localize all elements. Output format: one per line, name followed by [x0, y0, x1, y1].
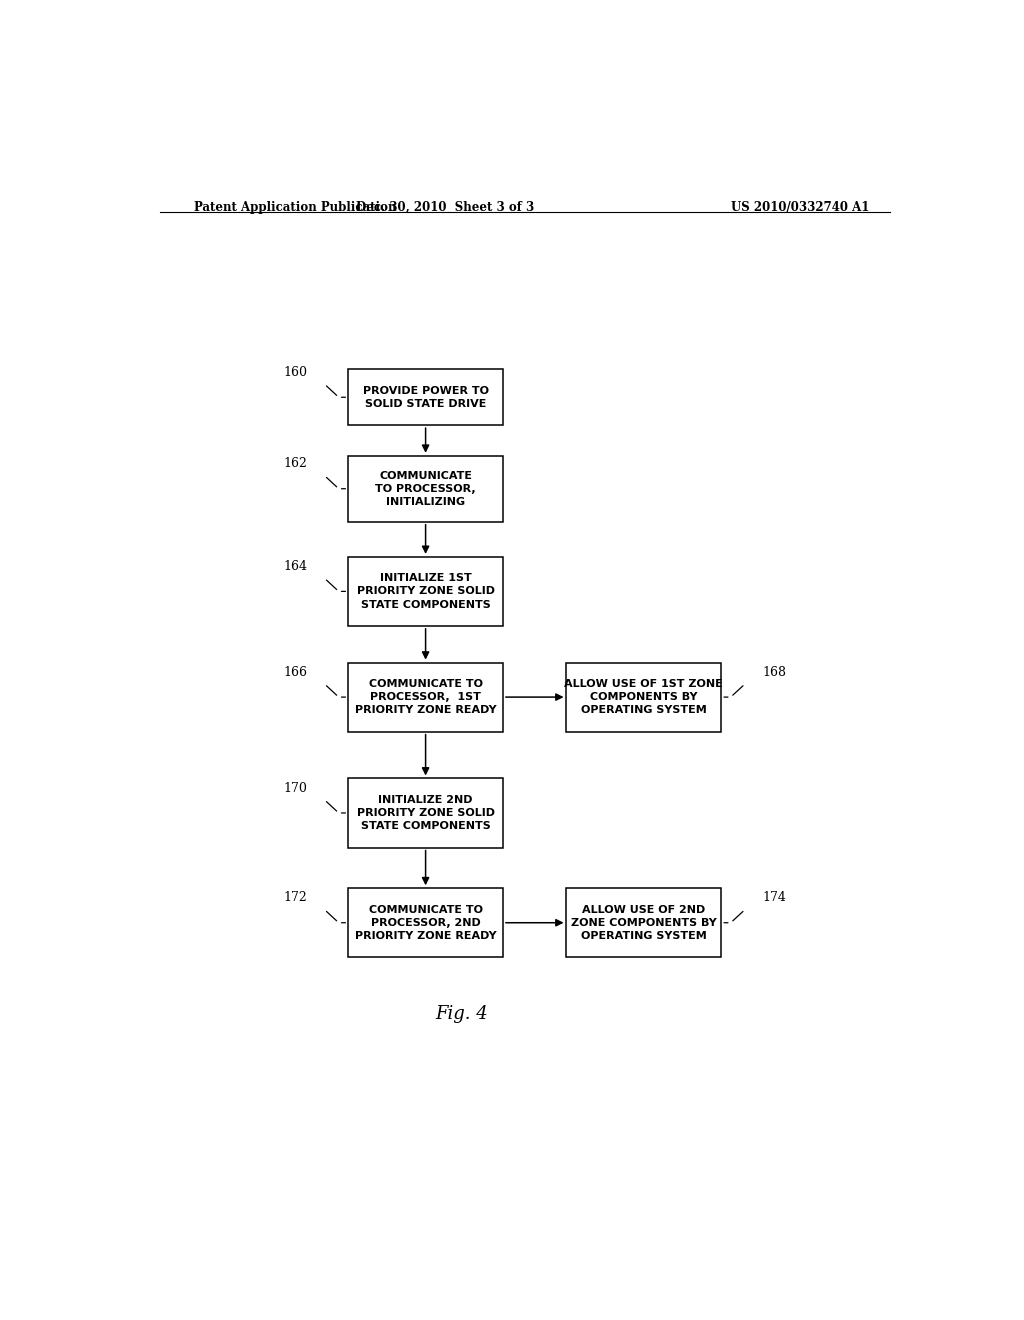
Text: PROVIDE POWER TO
SOLID STATE DRIVE: PROVIDE POWER TO SOLID STATE DRIVE	[362, 385, 488, 409]
Text: Dec. 30, 2010  Sheet 3 of 3: Dec. 30, 2010 Sheet 3 of 3	[356, 201, 535, 214]
Text: 168: 168	[763, 665, 786, 678]
Text: 172: 172	[284, 891, 307, 904]
Bar	[348, 370, 503, 425]
Text: INITIALIZE 1ST
PRIORITY ZONE SOLID
STATE COMPONENTS: INITIALIZE 1ST PRIORITY ZONE SOLID STATE…	[356, 573, 495, 610]
Text: 162: 162	[283, 458, 307, 470]
Text: COMMUNICATE TO
PROCESSOR,  1ST
PRIORITY ZONE READY: COMMUNICATE TO PROCESSOR, 1ST PRIORITY Z…	[354, 678, 497, 715]
Bar	[566, 663, 721, 731]
Bar	[348, 455, 503, 521]
Bar	[348, 557, 503, 626]
Text: 164: 164	[283, 560, 307, 573]
Text: 160: 160	[283, 366, 307, 379]
Bar	[566, 888, 721, 957]
Text: 170: 170	[283, 781, 307, 795]
Bar	[348, 663, 503, 731]
Text: ALLOW USE OF 2ND
ZONE COMPONENTS BY
OPERATING SYSTEM: ALLOW USE OF 2ND ZONE COMPONENTS BY OPER…	[571, 904, 717, 941]
Text: COMMUNICATE TO
PROCESSOR, 2ND
PRIORITY ZONE READY: COMMUNICATE TO PROCESSOR, 2ND PRIORITY Z…	[354, 904, 497, 941]
Text: 166: 166	[283, 665, 307, 678]
Text: ALLOW USE OF 1ST ZONE
COMPONENTS BY
OPERATING SYSTEM: ALLOW USE OF 1ST ZONE COMPONENTS BY OPER…	[564, 678, 723, 715]
Text: INITIALIZE 2ND
PRIORITY ZONE SOLID
STATE COMPONENTS: INITIALIZE 2ND PRIORITY ZONE SOLID STATE…	[356, 795, 495, 832]
Text: COMMUNICATE
TO PROCESSOR,
INITIALIZING: COMMUNICATE TO PROCESSOR, INITIALIZING	[375, 470, 476, 507]
Text: 174: 174	[763, 891, 786, 904]
Text: US 2010/0332740 A1: US 2010/0332740 A1	[731, 201, 869, 214]
Text: Patent Application Publication: Patent Application Publication	[194, 201, 396, 214]
Bar	[348, 888, 503, 957]
Text: Fig. 4: Fig. 4	[435, 1006, 487, 1023]
Bar	[348, 779, 503, 847]
